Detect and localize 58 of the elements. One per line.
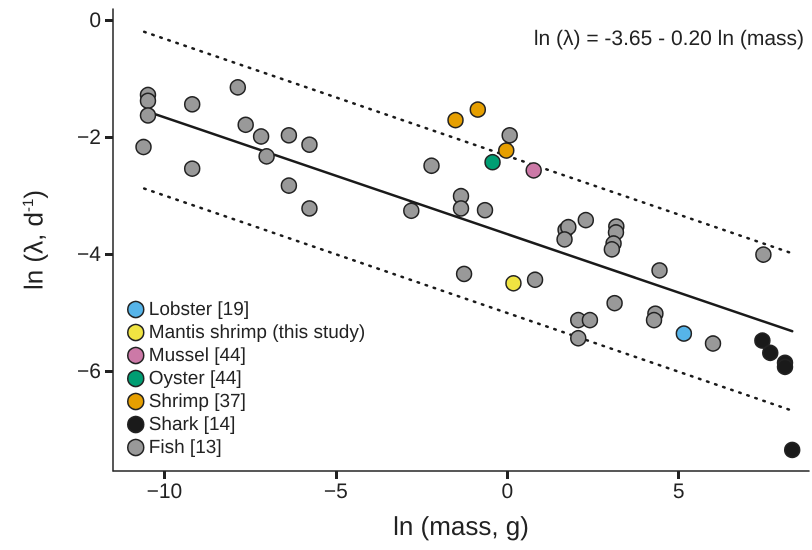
point bbox=[447, 112, 464, 128]
point bbox=[476, 202, 494, 218]
point bbox=[578, 212, 594, 228]
point bbox=[754, 332, 771, 349]
x-tick-label: −5 bbox=[324, 480, 348, 503]
point bbox=[456, 266, 472, 282]
point bbox=[230, 79, 246, 96]
point bbox=[784, 442, 800, 458]
point bbox=[423, 157, 440, 174]
x-tick-label: 0 bbox=[501, 480, 514, 503]
annotation: ln (λ) = -3.65 - 0.20 ln (mass) bbox=[534, 27, 804, 50]
legend-label: Oyster [44] bbox=[148, 368, 242, 389]
x-axis-title: ln (mass, g) bbox=[393, 511, 529, 541]
point bbox=[606, 294, 623, 312]
legend-label: Shark [14] bbox=[148, 414, 236, 435]
point bbox=[135, 138, 152, 156]
legend-label: Mussel [44] bbox=[148, 345, 246, 366]
point bbox=[676, 325, 692, 342]
point bbox=[651, 262, 668, 279]
point bbox=[258, 148, 275, 165]
point bbox=[570, 330, 587, 346]
point bbox=[776, 358, 794, 376]
point bbox=[301, 136, 318, 153]
y-tick-label: −4 bbox=[77, 243, 102, 266]
point bbox=[604, 241, 620, 258]
point bbox=[762, 344, 779, 362]
point bbox=[452, 200, 470, 217]
point bbox=[301, 200, 318, 217]
point bbox=[582, 312, 598, 328]
y-tick-label: −6 bbox=[77, 360, 101, 384]
x-tick-label: 5 bbox=[672, 480, 685, 503]
legend-label: Mantis shrimp (this study) bbox=[148, 322, 366, 343]
point bbox=[498, 142, 515, 159]
point bbox=[525, 162, 542, 179]
legend-label: Shrimp [37] bbox=[148, 391, 246, 412]
x-tick-label: −10 bbox=[146, 480, 182, 503]
point bbox=[470, 101, 486, 118]
point bbox=[280, 177, 298, 194]
point bbox=[280, 127, 298, 144]
point bbox=[184, 160, 200, 177]
point bbox=[140, 92, 156, 110]
point bbox=[403, 202, 420, 220]
legend-label: Lobster [19] bbox=[148, 299, 250, 320]
point bbox=[526, 272, 544, 288]
point bbox=[646, 312, 662, 328]
point bbox=[140, 107, 156, 124]
point bbox=[237, 116, 254, 134]
point bbox=[556, 231, 573, 248]
point bbox=[755, 246, 772, 263]
point bbox=[704, 335, 722, 352]
legend-label: Fish [13] bbox=[148, 437, 222, 458]
point bbox=[252, 128, 270, 145]
point bbox=[501, 127, 518, 144]
y-tick-label: −2 bbox=[77, 126, 101, 150]
point bbox=[505, 275, 522, 292]
y-tick-label: 0 bbox=[89, 9, 101, 32]
point bbox=[184, 96, 200, 113]
point bbox=[484, 154, 501, 170]
